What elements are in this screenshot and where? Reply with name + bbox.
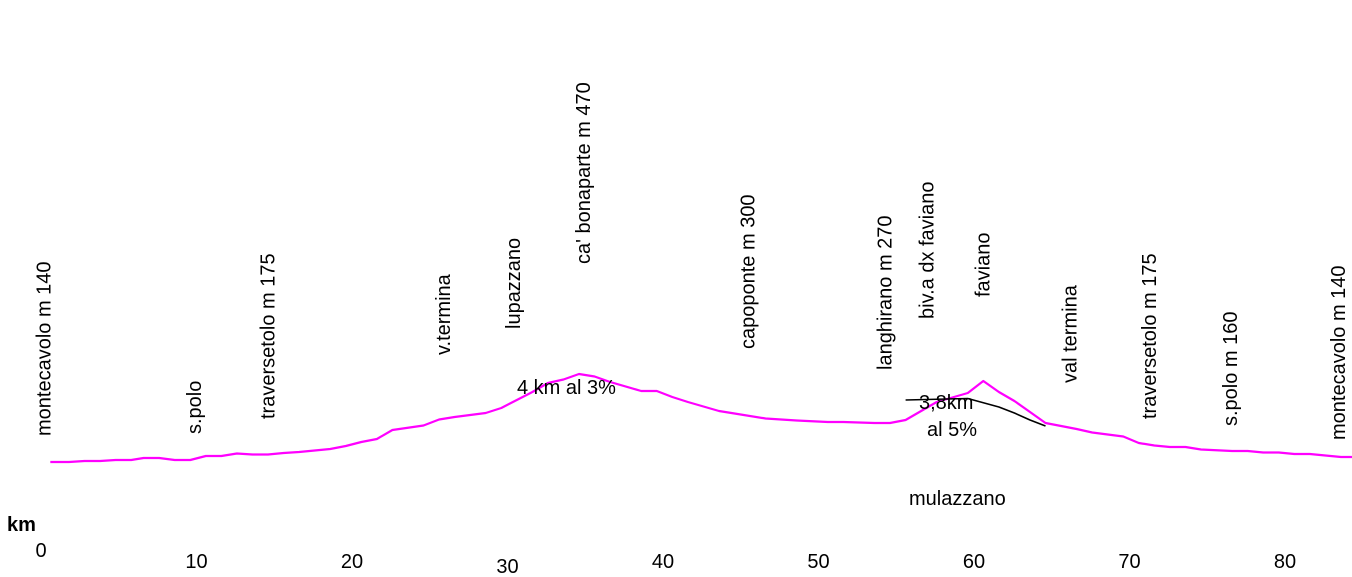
place-label: montecavolo m 140 — [33, 261, 55, 436]
place-label: v.termina — [433, 273, 455, 355]
annotation-mulazzano: mulazzano — [909, 488, 1006, 510]
x-tick-label: 0 — [35, 540, 46, 562]
x-axis-unit-label: km — [7, 514, 36, 536]
place-labels-layer: montecavolo m 140 s.polo traversetolo m 17… — [33, 82, 1350, 440]
annotation-climb-2-length: 3,8km — [919, 392, 973, 414]
place-label: s.polo — [184, 381, 206, 434]
elevation-profile-line — [50, 372, 1352, 464]
place-label: faviano — [973, 233, 995, 298]
profile-series-layer — [50, 372, 1352, 464]
annotation-climb-1: 4 km al 3% — [517, 377, 616, 399]
place-label: capoponte m 300 — [738, 194, 760, 349]
place-label: ca' bonaparte m 470 — [573, 82, 595, 264]
x-tick-label: 80 — [1274, 551, 1296, 573]
x-axis-ticks-layer: 0 10 20 30 40 50 60 70 80 — [35, 540, 1296, 577]
place-label: val termina — [1060, 284, 1082, 383]
place-label: langhirano m 270 — [875, 215, 897, 370]
place-label: traversetolo m 175 — [257, 253, 279, 419]
x-tick-label: 20 — [341, 551, 363, 573]
place-label: traversetolo m 175 — [1139, 253, 1161, 419]
x-tick-label: 60 — [963, 551, 985, 573]
x-tick-label: 40 — [652, 551, 674, 573]
x-tick-label: 70 — [1118, 551, 1140, 573]
faviano-variant-line — [905, 397, 1046, 427]
place-label: lupazzano — [503, 238, 525, 329]
place-label: s.polo m 160 — [1220, 311, 1242, 426]
place-label: biv.a dx faviano — [917, 182, 939, 320]
x-tick-label: 30 — [496, 556, 518, 577]
x-tick-label: 50 — [807, 551, 829, 573]
annotation-climb-2-grade: al 5% — [927, 419, 977, 441]
place-label: montecavolo m 140 — [1328, 265, 1350, 440]
x-tick-label: 10 — [185, 551, 207, 573]
